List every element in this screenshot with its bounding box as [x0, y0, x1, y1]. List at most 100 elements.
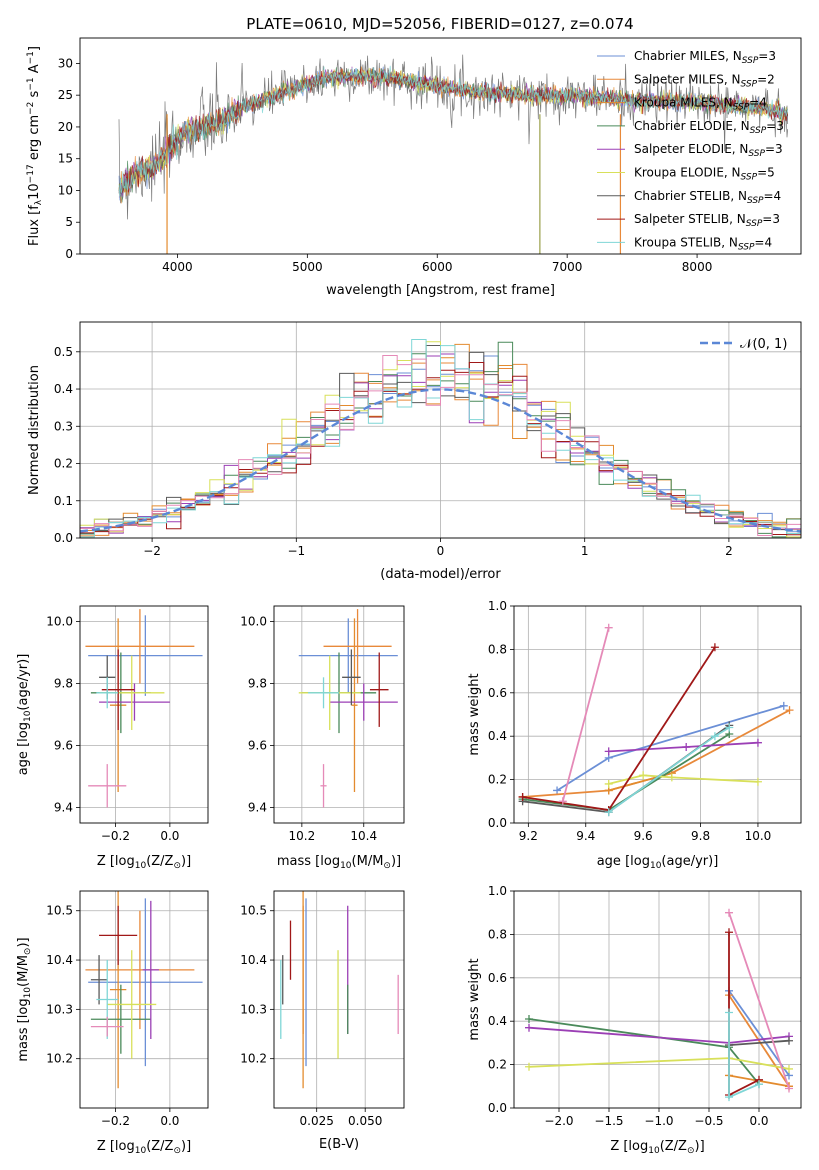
legend-label: Chabrier ELODIE, NSSP=3: [634, 119, 784, 136]
label-part: ⊙: [173, 1146, 181, 1156]
weight-point-marker: [725, 723, 734, 732]
axes-frame: [79, 605, 209, 824]
label-part: =2: [757, 72, 775, 86]
y-axis-label: mass weight: [467, 673, 482, 755]
x-tick-label: −1: [287, 544, 305, 558]
y-axis-label: Flux [fλ10−17 erg cm−2 s−1 A−1]: [26, 46, 44, 246]
label-part: SSP: [738, 242, 755, 252]
weight-point-marker: [725, 1008, 733, 1017]
label-part: (Z/Z: [660, 1139, 687, 1154]
y-tick-label: 0.8: [488, 927, 507, 941]
label-part: ⊙: [383, 861, 391, 871]
weight-vs-age-panel: 9.2 9.4 9.6 9.8 10.0 0.0 0.2 0.4 0.6 0.8 1.0 age [l…: [467, 599, 802, 871]
label-part: Kroupa ELODIE, N: [634, 166, 741, 180]
label-part: Salpeter ELODIE, N: [634, 142, 748, 156]
label-part: )]: [695, 1139, 705, 1154]
weight-series-line: [728, 994, 790, 1087]
age-vs-z-panel: −0.2 0.09.49.69.810.0Z [log10(Z/Z⊙)]age […: [16, 605, 209, 871]
label-part: (Z/Z: [146, 1139, 173, 1154]
y-tick-label: 0.3: [54, 419, 73, 433]
y-tick-label: 1.0: [488, 599, 507, 613]
label-part: =5: [757, 166, 775, 180]
legend-label: Kroupa STELIB, NSSP=4: [634, 235, 772, 252]
y-tick-label: 0.4: [488, 1014, 507, 1028]
x-tick-label: −0.2: [101, 1114, 130, 1128]
x-tick-label: −0.5: [694, 1114, 723, 1128]
x-tick-label: 0.0: [160, 829, 179, 843]
label-part: (M/M: [16, 955, 31, 987]
weight-point-marker: [525, 1023, 533, 1032]
x-tick-label: 4000: [162, 260, 193, 274]
x-tick-label: 2: [725, 544, 733, 558]
weight-point-marker: [753, 777, 762, 786]
weight-point-marker: [755, 1080, 763, 1089]
label-part: ⊙: [687, 1146, 695, 1156]
x-tick-label: 9.2: [519, 829, 538, 843]
label-part: Z [log: [97, 854, 135, 869]
x-tick-label: 0.050: [348, 1114, 382, 1128]
label-part: =3: [758, 49, 776, 63]
y-axis-label: Normed distribution: [27, 365, 42, 495]
y-tick-label: 0.2: [488, 773, 507, 787]
label-part: Kroupa MILES, N: [634, 96, 733, 110]
axes-frame: [79, 890, 209, 1109]
x-tick-label: 10.2: [288, 829, 315, 843]
weight-vs-z-panel: −2.0 −1.5 −1.0 −0.5 0.0 0.0 0.2 0.4 0.6 0.8 1.0 Z […: [467, 884, 802, 1156]
x-axis-label: Z [log10(Z/Z⊙)]: [97, 854, 191, 871]
label-part: −1: [26, 51, 36, 64]
label-part: )]: [16, 937, 31, 947]
spectrum-panel: 4000 5000 6000 7000 8000 0 5 10 15 20 25 30 waveleng…: [26, 37, 802, 298]
weight-series-line: [522, 709, 790, 798]
label-part: mass [log: [16, 998, 31, 1061]
weight-series-line: [728, 1012, 760, 1099]
weight-point-marker: [710, 732, 719, 741]
y-tick-label: 0.4: [488, 729, 507, 743]
axes-frame: [273, 605, 405, 824]
label-part: Chabrier MILES, N: [634, 49, 742, 63]
label-part: Salpeter MILES, N: [634, 72, 741, 86]
x-axis-label: Z [log10(Z/Z⊙)]: [610, 1139, 704, 1156]
y-tick-label: 0.2: [488, 1058, 507, 1072]
label-part: mass [log: [277, 854, 340, 869]
x-tick-label: 1: [581, 544, 589, 558]
y-tick-label: 0: [65, 247, 73, 261]
weight-point-marker: [518, 792, 527, 801]
x-tick-label: 0: [437, 544, 445, 558]
axes-frame: [273, 890, 405, 1109]
y-tick-label: 30: [58, 56, 73, 70]
label-part: SSP: [748, 149, 765, 159]
weight-point-marker: [558, 797, 567, 806]
weight-point-marker: [604, 747, 613, 756]
y-tick-label: 0.0: [488, 816, 507, 830]
y-tick-label: 9.8: [54, 677, 73, 691]
label-part: A: [27, 64, 42, 77]
x-axis-label: Z [log10(Z/Z⊙)]: [97, 1139, 191, 1156]
y-tick-label: 0.0: [488, 1101, 507, 1115]
y-tick-label: 25: [58, 88, 73, 102]
legend-label: Salpeter MILES, NSSP=2: [634, 72, 775, 89]
y-tick-label: 9.4: [248, 801, 267, 815]
weight-point-marker: [785, 1084, 793, 1093]
label-part: Kroupa STELIB, N: [634, 235, 738, 249]
x-tick-label: 0.0: [160, 1114, 179, 1128]
legend-label: Salpeter ELODIE, NSSP=3: [634, 142, 783, 159]
y-tick-label: 10.4: [240, 953, 267, 967]
weight-series-line: [728, 912, 790, 1089]
legend-label: 𝒩(0, 1): [740, 337, 787, 352]
label-part: =4: [754, 235, 772, 249]
weight-series-line: [528, 1018, 760, 1085]
label-part: (M/M: [352, 854, 384, 869]
weight-point-marker: [639, 771, 648, 780]
label-part: (age/yr)]: [16, 654, 31, 711]
label-part: ⊙: [23, 948, 33, 956]
y-tick-label: 10.0: [46, 615, 73, 629]
y-tick-label: 1.0: [488, 884, 507, 898]
label-part: SSP: [741, 173, 758, 183]
label-part: 10: [27, 183, 42, 200]
axes-frame: [79, 37, 802, 255]
label-part: 10: [340, 861, 352, 871]
y-tick-label: 10.3: [240, 1002, 267, 1016]
label-part: 10: [135, 861, 147, 871]
label-part: (age/yr)]: [661, 854, 718, 869]
y-tick-label: 0.6: [488, 686, 507, 700]
